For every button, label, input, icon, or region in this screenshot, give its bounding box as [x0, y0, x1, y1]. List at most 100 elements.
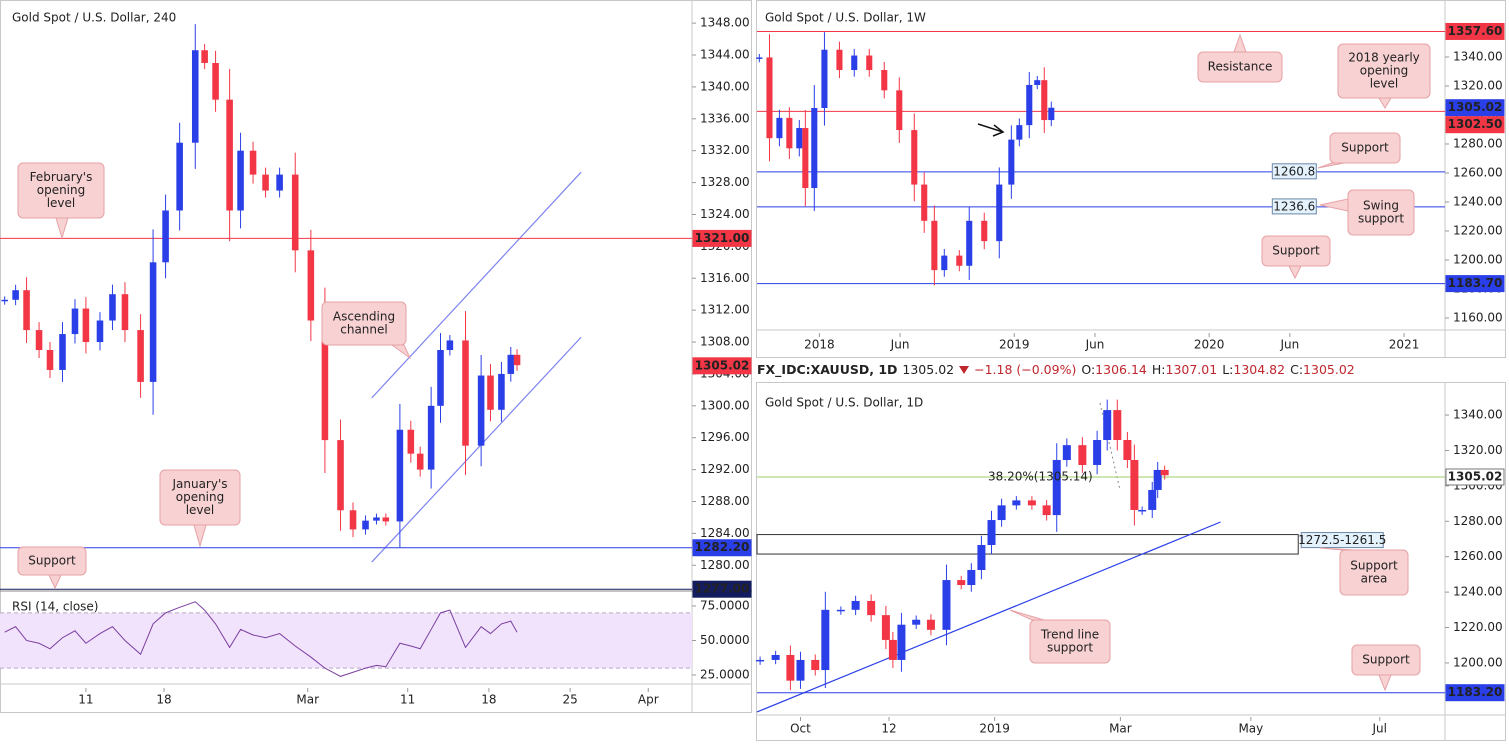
x-tick-label: 2019 [999, 338, 1030, 352]
callout-text: Support [1341, 141, 1389, 155]
y-tick-label: 1220.00 [1453, 620, 1503, 634]
candle-body [836, 609, 845, 612]
callout-text: Support [28, 554, 76, 568]
x-tick-label: 12 [881, 722, 896, 736]
y-tick-label: 1340.00 [1453, 49, 1503, 63]
y-tick-label: 1316.00 [700, 271, 750, 285]
candle-body [226, 99, 233, 211]
candle-body [1130, 460, 1139, 510]
candle-body [836, 49, 843, 71]
trend-line [371, 171, 582, 399]
ohlc-value: 1307.01 [1165, 362, 1218, 377]
x-tick-label: 2021 [1389, 338, 1420, 352]
candle-body [1041, 80, 1048, 121]
callout-text: Support [1362, 653, 1410, 667]
candle-body [1103, 410, 1112, 441]
candle-body [881, 70, 888, 91]
candle-body [349, 510, 357, 530]
candle-body [1123, 440, 1132, 461]
price-label: 1357.60 [1448, 24, 1503, 38]
candle-body [896, 90, 903, 131]
x-tick-label: 2018 [804, 338, 835, 352]
y-tick-label: 1280.00 [1453, 136, 1503, 150]
change: −1.18 (−0.09%) [974, 362, 1077, 377]
candle-body [888, 639, 897, 660]
y-tick-label: 50.0000 [700, 633, 750, 647]
zone-label-box [1300, 532, 1384, 549]
callout-box [159, 469, 241, 526]
y-tick-label: 1260.00 [1453, 549, 1503, 563]
candle-body [59, 334, 66, 370]
y-tick-label: 1240.00 [1453, 585, 1503, 599]
candle-body [851, 55, 858, 71]
candle-body [307, 250, 315, 321]
y-tick-label: 1344.00 [700, 48, 750, 62]
candle-body [407, 429, 415, 454]
x-tick-label: Apr [638, 693, 659, 707]
callout-text: Support [1350, 559, 1398, 573]
candle-body [396, 429, 404, 522]
callout-text: support [1358, 212, 1404, 226]
candle-body [12, 290, 19, 300]
candle-body [771, 654, 780, 660]
candle-body [1160, 469, 1169, 476]
price-label: 1183.70 [1448, 276, 1503, 290]
price-label-box [692, 580, 752, 598]
pointer-arrowhead [992, 124, 1005, 137]
ohlc-key: L: [1222, 362, 1234, 377]
y-tick-label: 1328.00 [700, 175, 750, 189]
candle-body [821, 609, 830, 671]
candle-body [71, 308, 79, 335]
callout-text: Support [1272, 244, 1320, 258]
chart-title: RSI (14, close) [12, 600, 98, 614]
ohlc-value: 1304.82 [1233, 362, 1286, 377]
price-label: 1305.02 [1448, 100, 1503, 114]
callout-text: Swing [1363, 199, 1399, 213]
support-zone [756, 534, 1299, 555]
candle-body [1048, 107, 1055, 121]
candle-body [956, 255, 963, 266]
candle-body [427, 405, 435, 470]
y-tick-label: 1240.00 [1453, 194, 1503, 208]
x-tick-label: 2019 [979, 722, 1010, 736]
candle-body [416, 453, 424, 470]
price-label-box [692, 229, 752, 247]
y-tick-label: 1300.00 [700, 398, 750, 412]
y-tick-label: 1288.00 [700, 494, 750, 508]
x-tick-label: Jun [890, 338, 910, 352]
price-label: 1277.00 [695, 582, 750, 596]
chart-title: Gold Spot / U.S. Dollar, 240 [12, 11, 176, 25]
x-tick-label: 11 [78, 693, 93, 707]
candle-body [23, 290, 30, 331]
candle-body [1016, 125, 1023, 140]
level-tag-box [1271, 198, 1317, 215]
y-tick-label: 1340.00 [1453, 408, 1503, 422]
rsi-line [4, 601, 518, 677]
candle-body [851, 600, 860, 610]
y-tick-label: 1200.00 [1453, 252, 1503, 266]
callout-text: level [47, 196, 76, 210]
price-label-box [1445, 684, 1505, 702]
x-tick-label: 2020 [1194, 338, 1225, 352]
candle-body [212, 62, 219, 100]
candle-body [96, 320, 104, 343]
candle-body [1027, 500, 1036, 506]
callout-text: opening [1360, 64, 1409, 78]
price-label: 1305.02 [1448, 469, 1503, 483]
candle-body [911, 130, 918, 185]
y-tick-label: 1340.00 [700, 79, 750, 93]
last-price: 1305.02 [902, 362, 955, 377]
price-label-box [1445, 116, 1505, 134]
callout-text: opening [37, 183, 86, 197]
y-tick-label: 1220.00 [1453, 223, 1503, 237]
candle-body [931, 220, 938, 271]
candle-body [1138, 509, 1147, 512]
level-tag-box [1271, 163, 1317, 180]
candle-body [373, 517, 380, 521]
y-tick-label: 1160.00 [1453, 310, 1503, 324]
x-tick-label: May [1238, 722, 1263, 736]
callout-box [1197, 51, 1283, 83]
price-label-box [1445, 275, 1505, 293]
price-label: 1305.02 [695, 358, 750, 372]
candle-body [1012, 500, 1021, 506]
